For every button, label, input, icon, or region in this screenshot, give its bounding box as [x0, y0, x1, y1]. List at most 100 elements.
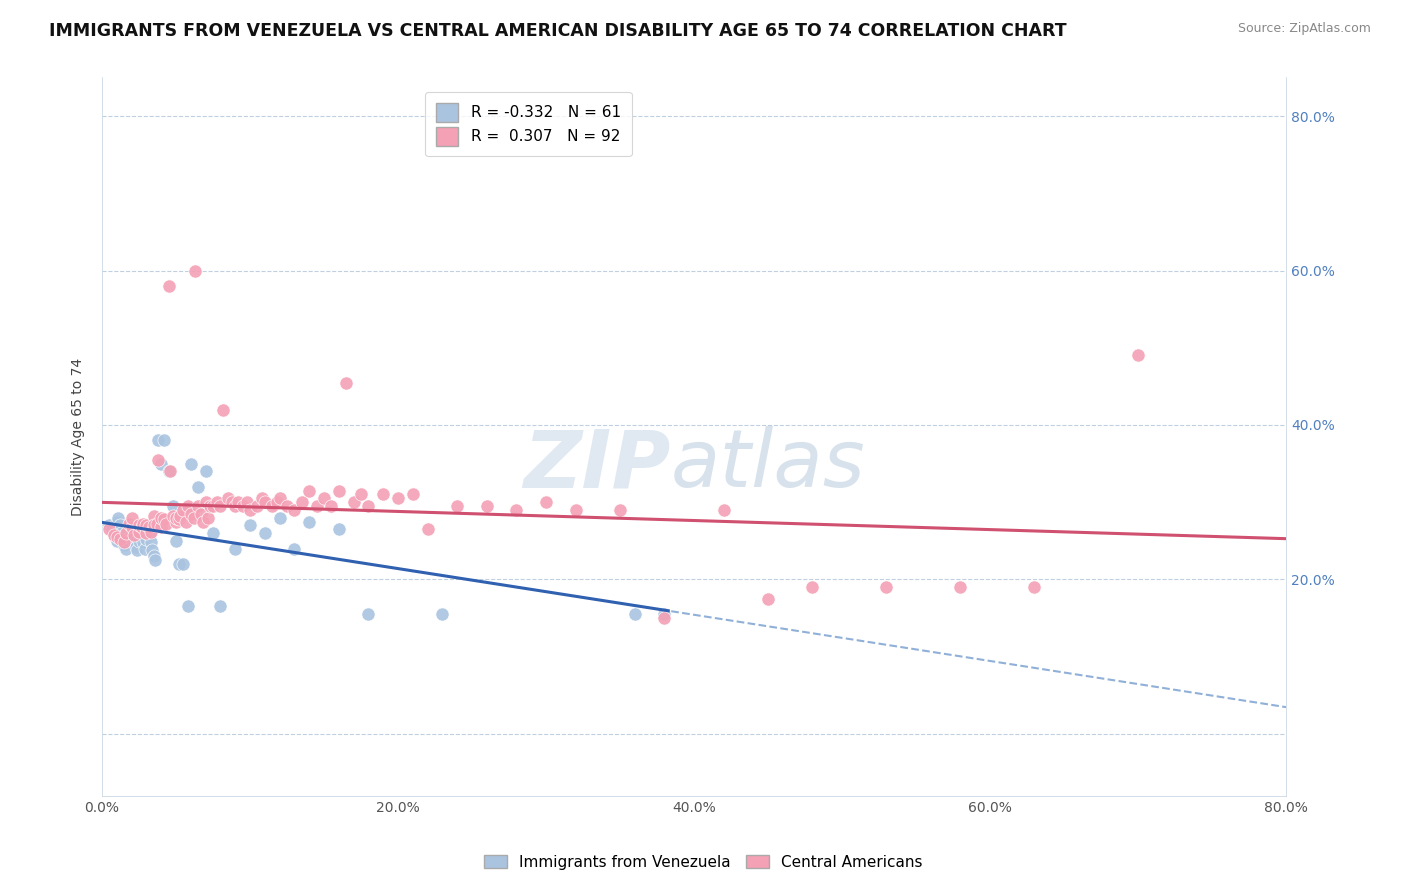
- Point: [246, 499, 269, 513]
- Point: [209, 499, 232, 513]
- Point: [432, 607, 454, 622]
- Point: [128, 524, 150, 539]
- Point: [221, 495, 243, 509]
- Point: [138, 520, 160, 534]
- Point: [262, 499, 284, 513]
- Point: [132, 535, 155, 549]
- Point: [174, 515, 197, 529]
- Point: [253, 495, 276, 509]
- Point: [128, 518, 150, 533]
- Point: [150, 510, 173, 524]
- Point: [131, 520, 153, 534]
- Point: [167, 557, 190, 571]
- Point: [132, 516, 155, 531]
- Point: [143, 553, 166, 567]
- Point: [98, 522, 121, 536]
- Point: [135, 518, 157, 533]
- Point: [167, 512, 190, 526]
- Point: [328, 483, 350, 498]
- Point: [112, 535, 135, 549]
- Point: [623, 607, 645, 622]
- Point: [180, 457, 202, 471]
- Point: [114, 541, 136, 556]
- Point: [269, 491, 291, 506]
- Point: [135, 526, 157, 541]
- Point: [335, 376, 357, 390]
- Point: [128, 518, 150, 533]
- Point: [142, 549, 165, 564]
- Point: [103, 527, 125, 541]
- Point: [121, 522, 143, 536]
- Point: [194, 495, 217, 509]
- Point: [231, 499, 253, 513]
- Point: [145, 516, 167, 531]
- Point: [162, 499, 184, 513]
- Point: [387, 491, 409, 506]
- Point: [107, 510, 129, 524]
- Point: [266, 495, 288, 509]
- Point: [654, 611, 676, 625]
- Point: [609, 503, 631, 517]
- Point: [283, 503, 305, 517]
- Point: [122, 530, 145, 544]
- Point: [342, 495, 364, 509]
- Point: [298, 515, 321, 529]
- Point: [321, 499, 343, 513]
- Point: [115, 526, 138, 541]
- Point: [198, 499, 221, 513]
- Point: [201, 526, 224, 541]
- Point: [194, 464, 217, 478]
- Point: [153, 512, 176, 526]
- Point: [135, 526, 157, 541]
- Point: [124, 527, 146, 541]
- Point: [184, 263, 207, 277]
- Point: [207, 495, 229, 509]
- Point: [209, 599, 232, 614]
- Point: [177, 499, 200, 513]
- Point: [139, 535, 162, 549]
- Point: [190, 507, 212, 521]
- Point: [138, 527, 160, 541]
- Point: [239, 503, 262, 517]
- Point: [269, 510, 291, 524]
- Point: [875, 580, 897, 594]
- Point: [187, 499, 209, 513]
- Point: [236, 495, 259, 509]
- Point: [129, 526, 152, 541]
- Point: [183, 510, 205, 524]
- Point: [357, 499, 380, 513]
- Point: [110, 526, 132, 541]
- Point: [801, 580, 824, 594]
- Point: [534, 495, 557, 509]
- Point: [180, 507, 202, 521]
- Point: [1126, 349, 1149, 363]
- Point: [305, 499, 328, 513]
- Point: [105, 533, 128, 548]
- Text: ZIP: ZIP: [523, 426, 671, 504]
- Point: [150, 457, 173, 471]
- Text: IMMIGRANTS FROM VENEZUELA VS CENTRAL AMERICAN DISABILITY AGE 65 TO 74 CORRELATIO: IMMIGRANTS FROM VENEZUELA VS CENTRAL AME…: [49, 22, 1067, 40]
- Point: [328, 522, 350, 536]
- Point: [131, 530, 153, 544]
- Point: [253, 526, 276, 541]
- Point: [169, 509, 191, 524]
- Point: [239, 518, 262, 533]
- Point: [112, 538, 135, 552]
- Point: [416, 522, 439, 536]
- Point: [350, 487, 373, 501]
- Point: [157, 279, 180, 293]
- Point: [98, 518, 121, 533]
- Point: [201, 499, 224, 513]
- Point: [357, 607, 380, 622]
- Point: [104, 530, 127, 544]
- Point: [654, 607, 676, 622]
- Point: [217, 491, 239, 506]
- Point: [105, 530, 128, 544]
- Point: [291, 495, 314, 509]
- Point: [402, 487, 425, 501]
- Point: [134, 541, 156, 556]
- Point: [949, 580, 972, 594]
- Point: [139, 524, 162, 539]
- Point: [212, 402, 235, 417]
- Point: [505, 503, 527, 517]
